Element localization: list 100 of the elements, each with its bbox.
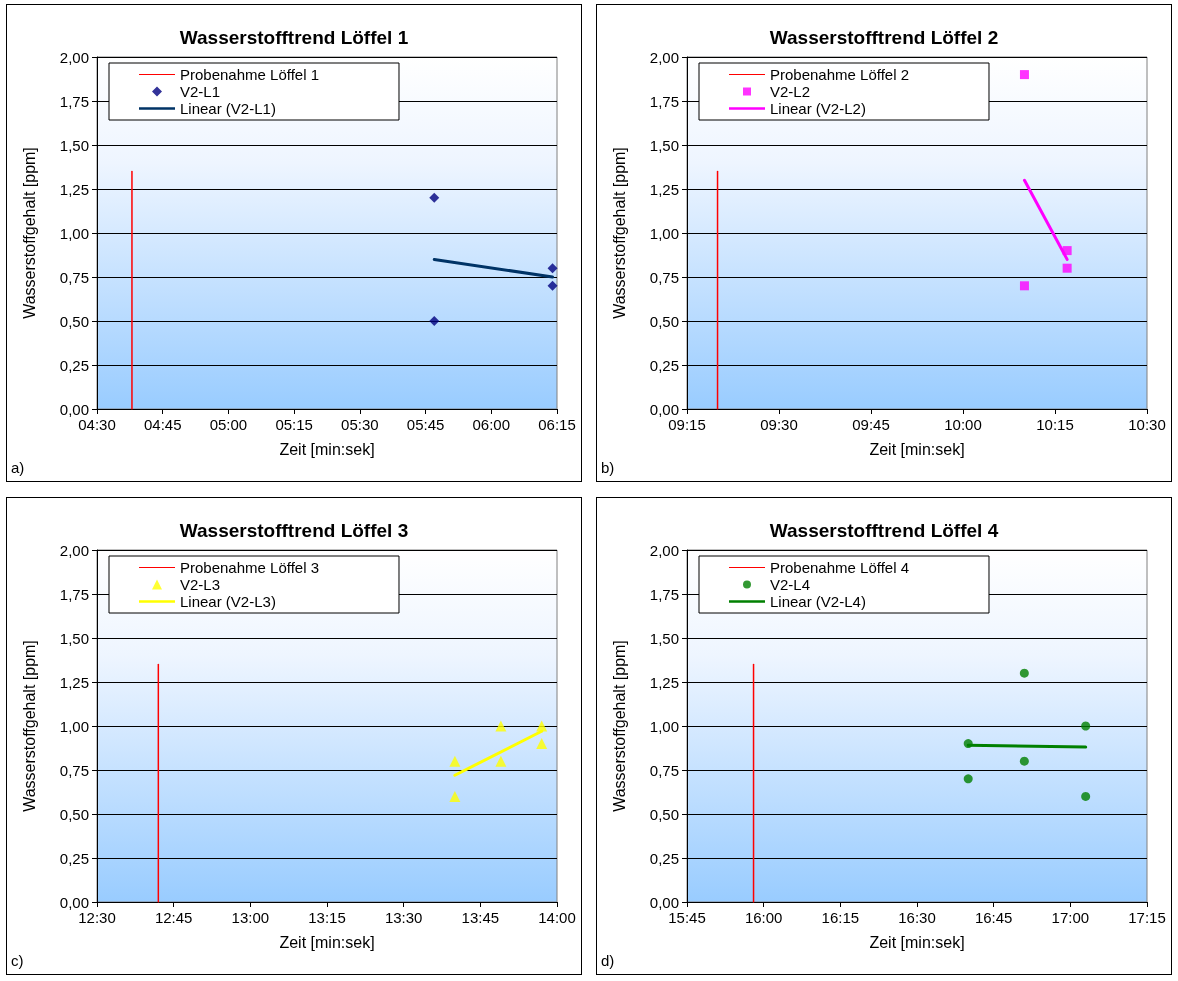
- point: [449, 755, 461, 767]
- y-tick-label: 0,25: [59, 849, 89, 867]
- legend-label: Probenahme Löffel 3: [180, 559, 319, 576]
- y-tick-label: 0,25: [59, 356, 89, 374]
- legend-label: Probenahme Löffel 1: [180, 66, 319, 83]
- x-tick-label: 05:15: [275, 416, 313, 433]
- text: c): [11, 952, 24, 969]
- legend-label: Linear (V2-L3): [180, 593, 276, 610]
- x-tick-label: 13:15: [308, 909, 346, 926]
- x-axis-title: Zeit [min:sek]: [279, 933, 375, 951]
- point: [429, 316, 440, 326]
- y-tick-label: 1,25: [59, 180, 89, 198]
- text: b): [601, 459, 615, 476]
- x-axis-title: Zeit [min:sek]: [279, 440, 375, 458]
- x-tick-label: 16:00: [744, 909, 783, 926]
- y-tick-label: 1,50: [649, 629, 679, 647]
- chart-title: Wasserstofftrend Löffel 4: [769, 520, 999, 541]
- text: a): [11, 459, 25, 476]
- x-tick-label: 05:00: [209, 416, 248, 433]
- point: [1019, 70, 1029, 80]
- x-tick-label: 13:45: [461, 909, 500, 926]
- y-tick-label: 0,50: [59, 805, 89, 823]
- y-tick-label: 2,00: [649, 541, 679, 559]
- legend-label: Linear (V2-L2): [770, 100, 866, 117]
- point: [495, 755, 507, 767]
- y-tick-label: 2,00: [59, 541, 89, 559]
- x-tick-label: 04:30: [78, 416, 116, 433]
- y-tick-label: 1,25: [649, 180, 679, 198]
- x-tick-label: 09:30: [760, 416, 798, 433]
- x-tick-label: 17:00: [1051, 909, 1090, 926]
- point: [547, 280, 558, 291]
- y-tick-label: 2,00: [649, 48, 679, 66]
- point: [1062, 263, 1072, 273]
- x-tick-label: 04:45: [143, 416, 182, 433]
- y-tick-label: 2,00: [59, 48, 89, 66]
- x-axis-title: Zeit [min:sek]: [869, 440, 965, 458]
- point: [1019, 668, 1029, 678]
- y-tick-label: 1,75: [59, 92, 89, 110]
- point: [1081, 721, 1091, 731]
- point: [429, 192, 440, 203]
- point: [963, 739, 973, 749]
- legend-label: Probenahme Löffel 4: [770, 559, 909, 576]
- y-tick-label: 0,50: [59, 312, 89, 330]
- y-tick-label: 1,75: [649, 585, 679, 603]
- y-tick-label: 0,75: [649, 268, 679, 286]
- x-tick-label: 12:45: [154, 909, 193, 926]
- point: [547, 263, 558, 274]
- x-tick-label: 14:00: [538, 909, 576, 926]
- y-tick-label: 0,50: [649, 312, 679, 330]
- legend-label: V2-L4: [770, 576, 811, 593]
- y-tick-label: 0,75: [649, 761, 679, 779]
- x-tick-label: 12:30: [78, 909, 116, 926]
- x-tick-label: 10:15: [1036, 416, 1074, 433]
- x-tick-label: 10:00: [944, 416, 982, 433]
- y-axis-title: Wasserstoffgehalt [ppm]: [610, 640, 628, 812]
- x-tick-label: 10:30: [1128, 416, 1166, 433]
- point: [495, 720, 507, 732]
- y-tick-label: 1,75: [649, 92, 679, 110]
- x-tick-label: 13:00: [231, 909, 270, 926]
- legend-label: Linear (V2-L4): [770, 593, 866, 610]
- y-tick-label: 0,00: [649, 893, 679, 911]
- y-tick-label: 0,75: [59, 268, 89, 286]
- legend-label: V2-L1: [180, 83, 221, 100]
- legend-label: V2-L2: [770, 83, 811, 100]
- y-tick-label: 1,00: [59, 224, 89, 242]
- y-tick-label: 0,25: [649, 356, 679, 374]
- y-tick-label: 0,75: [59, 761, 89, 779]
- x-tick-label: 15:45: [668, 909, 706, 926]
- x-tick-label: 05:30: [341, 416, 379, 433]
- chart-title: Wasserstofftrend Löffel 3: [179, 520, 409, 541]
- y-tick-label: 1,50: [59, 136, 89, 154]
- y-tick-label: 1,25: [649, 673, 679, 691]
- y-tick-label: 0,00: [59, 893, 89, 911]
- legend-label: Linear (V2-L1): [180, 100, 276, 117]
- y-tick-label: 1,50: [649, 136, 679, 154]
- y-axis-title: Wasserstoffgehalt [ppm]: [20, 147, 38, 319]
- x-tick-label: 05:45: [406, 416, 445, 433]
- y-tick-label: 0,25: [649, 849, 679, 867]
- y-tick-label: 1,00: [649, 717, 679, 735]
- x-tick-label: 16:45: [974, 909, 1013, 926]
- y-tick-label: 0,00: [649, 400, 679, 418]
- point: [1081, 791, 1091, 801]
- x-tick-label: 06:00: [472, 416, 511, 433]
- y-axis-title: Wasserstoffgehalt [ppm]: [610, 147, 628, 319]
- point: [536, 720, 548, 732]
- y-tick-label: 1,00: [649, 224, 679, 242]
- y-tick-label: 1,25: [59, 673, 89, 691]
- y-tick-label: 1,75: [59, 585, 89, 603]
- chart-title: Wasserstofftrend Löffel 2: [769, 27, 999, 48]
- y-tick-label: 0,50: [649, 805, 679, 823]
- point: [536, 738, 548, 750]
- legend-label: V2-L3: [180, 576, 221, 593]
- y-axis-title: Wasserstoffgehalt [ppm]: [20, 640, 38, 812]
- y-tick-label: 1,50: [59, 629, 89, 647]
- point: [1019, 756, 1029, 766]
- point: [449, 790, 461, 802]
- x-tick-label: 13:30: [384, 909, 423, 926]
- chart-title: Wasserstofftrend Löffel 1: [179, 27, 409, 48]
- y-tick-label: 1,00: [59, 717, 89, 735]
- x-tick-label: 16:15: [821, 909, 860, 926]
